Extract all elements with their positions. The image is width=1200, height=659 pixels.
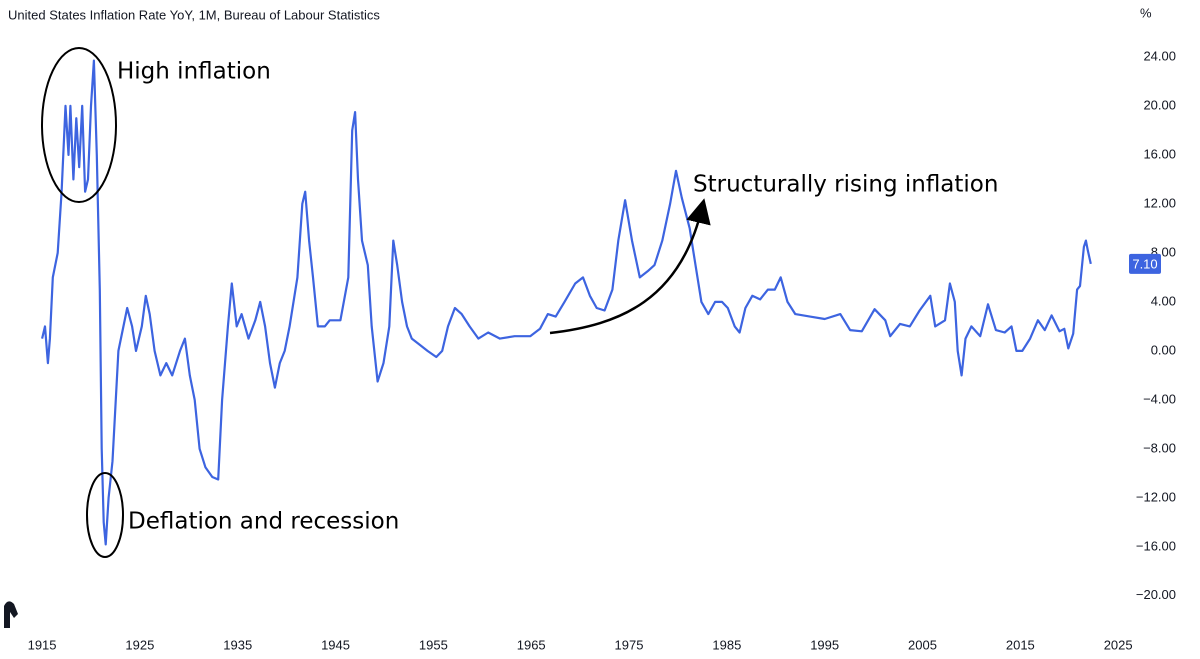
x-tick-label: 2005 xyxy=(908,637,937,652)
x-tick-label: 1985 xyxy=(712,637,741,652)
y-tick-label: −20.00 xyxy=(1136,587,1176,602)
annotation: Structurally rising inflation xyxy=(693,172,998,198)
chart-title: United States Inflation Rate YoY, 1M, Bu… xyxy=(8,7,380,22)
x-tick-label: 1965 xyxy=(517,637,546,652)
y-tick-label: −12.00 xyxy=(1136,489,1176,504)
y-tick-label: −8.00 xyxy=(1143,440,1176,455)
y-tick-label: 16.00 xyxy=(1143,146,1176,161)
highlight-ellipse xyxy=(86,472,124,558)
last-value-badge xyxy=(1129,253,1161,274)
x-tick-label: 1995 xyxy=(810,637,839,652)
x-tick-label: 2015 xyxy=(1006,637,1035,652)
y-tick-label: −4.00 xyxy=(1143,391,1176,406)
data-line xyxy=(41,59,1092,546)
x-tick-label: 2025 xyxy=(1104,637,1133,652)
x-tick-label: 1945 xyxy=(321,637,350,652)
annotation: High inflation xyxy=(117,59,271,85)
y-tick-label: 0.00 xyxy=(1151,342,1176,357)
y-tick-label: 24.00 xyxy=(1143,48,1176,63)
plot-area: 24.0020.0016.0012.008.004.000.00−4.00−8.… xyxy=(28,48,1176,652)
annotation: Deflation and recession xyxy=(128,509,399,535)
y-tick-label: 4.00 xyxy=(1151,293,1176,308)
x-tick-label: 1955 xyxy=(419,637,448,652)
x-tick-label: 1915 xyxy=(28,637,57,652)
y-tick-label: 12.00 xyxy=(1143,195,1176,210)
logo xyxy=(4,601,18,628)
x-tick-label: 1935 xyxy=(223,637,252,652)
unit-label: % xyxy=(1140,5,1152,20)
highlight-ellipse xyxy=(41,47,117,203)
last-value-label: 7.10 xyxy=(1132,256,1157,271)
y-tick-label: −16.00 xyxy=(1136,538,1176,553)
trend-arrow xyxy=(549,198,711,335)
x-tick-label: 1925 xyxy=(125,637,154,652)
x-tick-label: 1975 xyxy=(615,637,644,652)
y-tick-label: 20.00 xyxy=(1143,97,1176,112)
